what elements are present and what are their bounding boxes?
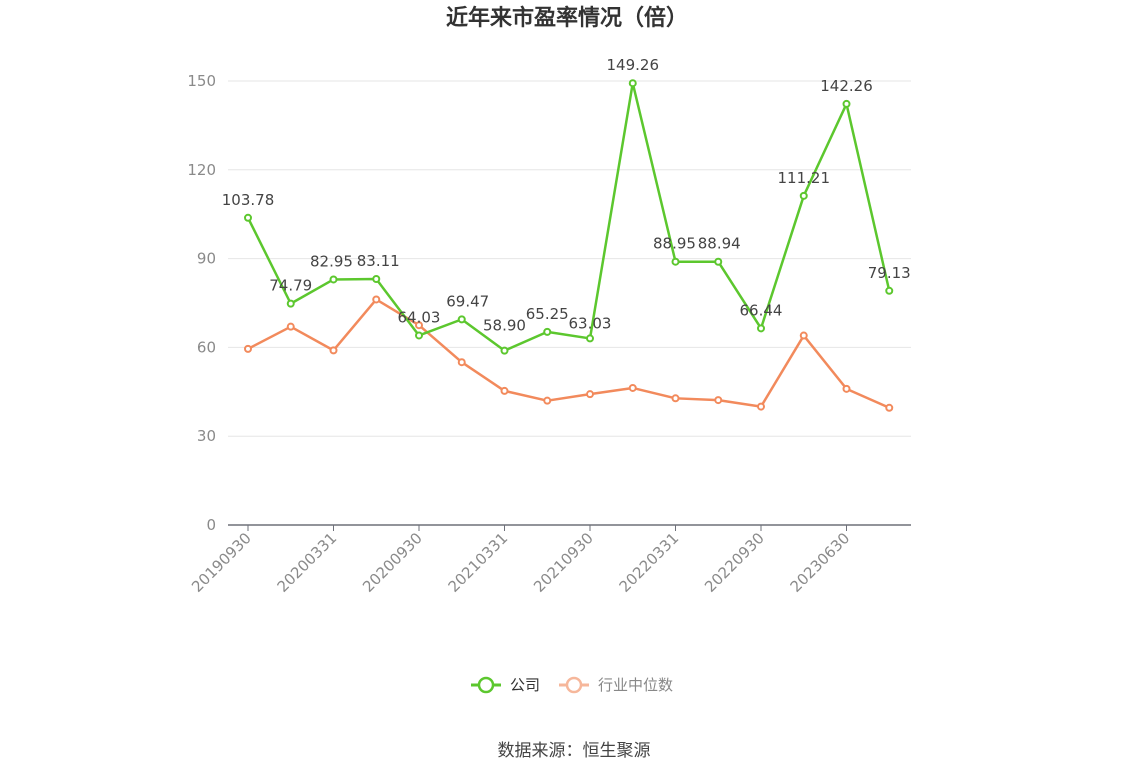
- legend[interactable]: 公司 行业中位数: [471, 676, 673, 694]
- legend-swatch-marker: [565, 676, 583, 694]
- data-point: [628, 79, 637, 88]
- legend-item-1[interactable]: 行业中位数: [559, 676, 673, 694]
- data-point: [671, 257, 680, 266]
- data-label: 149.26: [607, 56, 660, 74]
- data-label: 79.13: [868, 264, 911, 282]
- data-label: 103.78: [222, 191, 275, 209]
- data-point: [329, 275, 338, 284]
- data-point: [500, 346, 509, 355]
- data-point: [842, 384, 851, 393]
- data-point: [714, 396, 723, 405]
- data-point: [244, 213, 252, 222]
- y-tick-label: 90: [197, 250, 216, 268]
- data-point: [543, 396, 552, 405]
- data-label: 65.25: [526, 305, 569, 323]
- data-point: [842, 99, 851, 108]
- x-tick-label: 20190930: [188, 529, 255, 596]
- data-point: [286, 322, 295, 331]
- data-label: 69.47: [446, 292, 489, 310]
- data-point: [500, 386, 509, 395]
- x-tick-label: 20200930: [359, 529, 426, 596]
- series-layer: [244, 79, 894, 412]
- data-point: [628, 383, 637, 392]
- legend-swatch-marker: [477, 676, 495, 694]
- x-tick-label: 20210930: [530, 529, 597, 596]
- data-point: [415, 331, 423, 340]
- data-point: [457, 315, 466, 324]
- data-label: 88.95: [653, 235, 696, 253]
- data-label: 142.26: [820, 77, 873, 95]
- y-tick-label: 0: [206, 516, 216, 534]
- data-point: [329, 346, 338, 355]
- legend-label: 行业中位数: [598, 676, 673, 694]
- chart-title: 近年来市盈率情况（倍）: [446, 5, 688, 31]
- data-point: [757, 402, 765, 411]
- y-tick-label: 150: [187, 72, 216, 90]
- data-point: [885, 286, 894, 295]
- data-point: [372, 295, 381, 304]
- data-label: 82.95: [310, 252, 353, 270]
- data-point: [415, 321, 423, 330]
- source-note: 数据来源：恒生聚源: [498, 741, 651, 761]
- legend-item-0[interactable]: 公司: [471, 676, 540, 694]
- y-axis: 0 30 60 90 120 150: [187, 72, 216, 534]
- data-point: [799, 331, 808, 340]
- x-tick-label: 20220331: [616, 529, 683, 596]
- data-label: 111.21: [778, 169, 831, 187]
- x-tick-label: 20220930: [701, 529, 768, 596]
- data-label: 88.94: [698, 235, 741, 253]
- y-tick-label: 120: [187, 161, 216, 179]
- y-tick-label: 60: [197, 338, 216, 356]
- data-point: [286, 299, 295, 308]
- data-point: [586, 390, 594, 399]
- data-point: [372, 274, 381, 283]
- data-point: [457, 358, 466, 367]
- data-label: 66.44: [740, 301, 783, 319]
- x-tick-label: 20210331: [445, 529, 512, 596]
- data-point: [586, 334, 594, 343]
- x-tick-label: 20230630: [787, 529, 854, 596]
- data-label: 83.11: [357, 252, 400, 270]
- series-line-0: [246, 81, 891, 352]
- data-label: 63.03: [569, 314, 612, 332]
- data-point: [543, 327, 552, 336]
- data-point: [885, 403, 894, 412]
- data-labels: 103.78 74.79 82.95 83.11 64.03 69.47 58.9065.2…: [222, 56, 911, 334]
- y-tick-label: 30: [197, 427, 216, 445]
- data-label: 74.79: [269, 277, 312, 295]
- data-point: [799, 191, 808, 200]
- series-line-1: [247, 298, 890, 409]
- data-point: [757, 324, 765, 333]
- data-point: [714, 257, 723, 266]
- data-point: [671, 394, 680, 403]
- data-point: [244, 344, 252, 353]
- data-label: 64.03: [398, 308, 441, 326]
- x-axis: 20190930 20200331 20200930 20210331 20210930…: [188, 524, 911, 596]
- legend-label: 公司: [510, 676, 540, 694]
- x-tick-label: 20200331: [274, 529, 341, 596]
- data-label: 58.90: [483, 317, 526, 335]
